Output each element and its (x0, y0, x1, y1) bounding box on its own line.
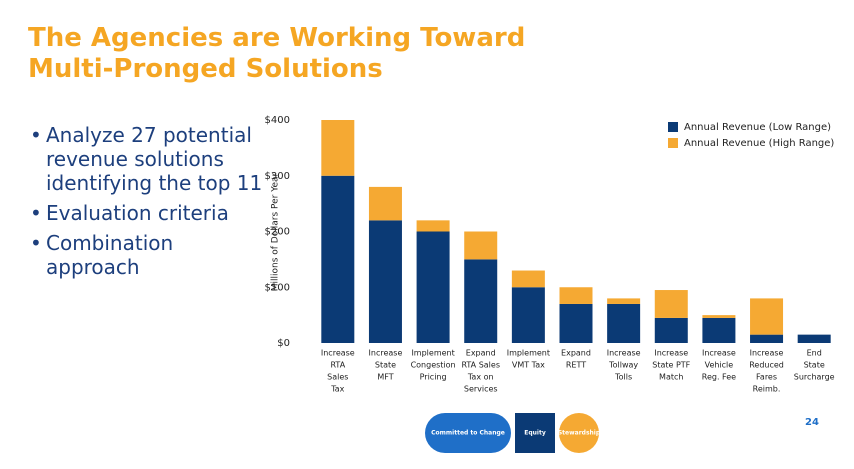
x-tick-label: Match (659, 373, 683, 382)
x-tick-label: Vehicle (705, 361, 734, 370)
x-tick-label: Tax (330, 385, 344, 394)
bar-segment (416, 220, 450, 232)
bar-segment (607, 298, 641, 304)
y-tick-label: $300 (265, 171, 290, 182)
bar-segment (464, 231, 498, 260)
page-number: 24 (805, 417, 819, 428)
x-tick-label: Fares (756, 373, 777, 382)
bar-segment (368, 220, 402, 343)
x-tick-label: Increase (607, 349, 641, 358)
bar-segment (702, 315, 736, 318)
x-tick-label: Sales (327, 373, 348, 382)
legend-swatch (668, 138, 678, 148)
y-tick-label: $0 (277, 338, 290, 349)
y-tick-label: $100 (265, 282, 290, 293)
x-tick-label: Surcharge (794, 373, 835, 382)
x-tick-label: Increase (321, 349, 355, 358)
bullet-text: identifying the top 11 (46, 171, 262, 195)
x-tick-label: RETT (566, 361, 586, 370)
x-tick-label: Pricing (420, 373, 447, 382)
bar-segment (654, 317, 688, 343)
bar-segment (559, 287, 593, 304)
x-tick-label: Increase (654, 349, 688, 358)
bar-segment (654, 290, 688, 318)
bullet-dot: • (30, 231, 42, 255)
bullet-text: approach (46, 255, 140, 279)
bullet-dot: • (30, 123, 42, 147)
x-tick-label: Congestion (411, 361, 456, 370)
footer-badge (559, 413, 599, 453)
bar-segment (368, 186, 402, 221)
x-tick-label: Tolls (614, 373, 632, 382)
bar-segment (750, 298, 784, 335)
bullet-text: Evaluation criteria (46, 201, 229, 225)
bullet-text: revenue solutions (46, 147, 224, 171)
x-tick-label: MFT (377, 373, 393, 382)
x-tick-label: Reimb. (753, 385, 781, 394)
y-tick-label: $200 (265, 227, 290, 238)
x-tick-label: Reg. Fee (702, 373, 736, 382)
bar-segment (321, 175, 355, 343)
x-tick-label: Reduced (749, 361, 784, 370)
bullet-dot: • (30, 201, 42, 225)
slide-title: The Agencies are Working Toward (28, 23, 525, 53)
bar-segment (416, 231, 450, 343)
bar-segment (321, 120, 355, 176)
bar-segment (511, 270, 545, 288)
x-tick-label: Implement (507, 349, 550, 358)
x-tick-label: State PTF (652, 361, 690, 370)
x-tick-label: Implement (411, 349, 454, 358)
y-tick-label: $400 (265, 115, 290, 126)
slide-title: Multi-Pronged Solutions (28, 54, 383, 84)
footer-text: Committed to Change (431, 430, 505, 437)
x-tick-label: Increase (369, 349, 403, 358)
footer-text: Stewardship (558, 430, 601, 437)
bar-segment (702, 317, 736, 343)
bar-segment (750, 334, 784, 343)
bar-segment (464, 259, 498, 343)
y-axis-label: Millions of Dollars Per Year (271, 172, 281, 291)
x-tick-label: VMT Tax (512, 361, 545, 370)
bar-segment (607, 303, 641, 343)
bar-segment (559, 303, 593, 343)
footer-badge (425, 413, 511, 453)
x-tick-label: Expand (466, 349, 496, 358)
x-tick-label: State (804, 361, 825, 370)
x-tick-label: Tollway (608, 361, 638, 370)
legend-label: Annual Revenue (High Range) (684, 138, 834, 149)
bar-segment (797, 334, 831, 343)
legend-swatch (668, 122, 678, 132)
x-tick-label: Increase (750, 349, 784, 358)
footer-badge (515, 413, 555, 453)
bullet-text: Combination (46, 231, 173, 255)
x-tick-label: Tax on (467, 373, 494, 382)
x-tick-label: RTA (330, 361, 345, 370)
x-tick-label: Increase (702, 349, 736, 358)
x-tick-label: Expand (561, 349, 591, 358)
x-tick-label: Services (464, 385, 498, 394)
bullet-text: Analyze 27 potential (46, 123, 252, 147)
x-tick-label: RTA Sales (461, 361, 500, 370)
x-tick-label: End (807, 349, 822, 358)
legend-label: Annual Revenue (Low Range) (684, 122, 831, 133)
bar-segment (511, 287, 545, 343)
x-tick-label: State (375, 361, 396, 370)
footer-text: Equity (524, 430, 546, 437)
